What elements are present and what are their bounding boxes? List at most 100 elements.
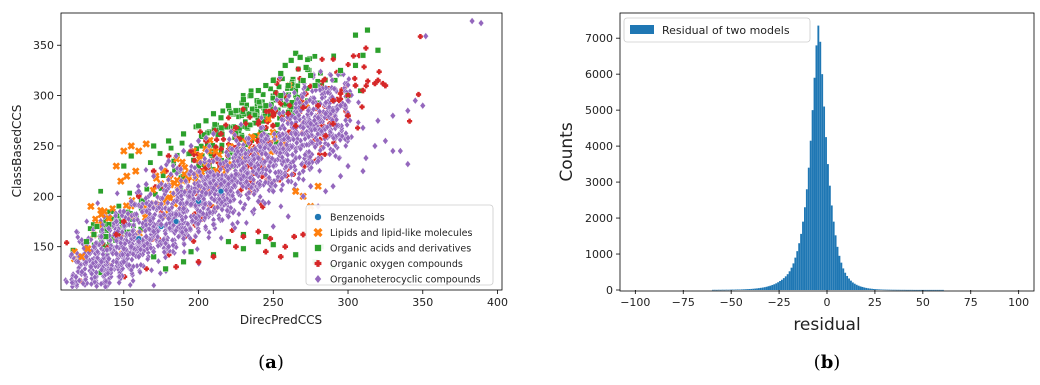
scatter-point xyxy=(336,154,342,162)
scatter-point xyxy=(256,180,263,188)
scatter-point xyxy=(225,174,232,183)
scatter-point xyxy=(128,266,135,274)
scatter-point xyxy=(112,162,121,170)
scatter-point xyxy=(291,233,298,240)
scatter-point xyxy=(146,202,153,210)
scatter-point xyxy=(300,176,307,184)
scatter-point xyxy=(257,143,264,151)
histogram-bar xyxy=(725,289,728,291)
scatter-point xyxy=(188,248,195,255)
scatter-point xyxy=(143,199,150,207)
histogram-bar xyxy=(892,289,895,291)
scatter-point xyxy=(75,258,81,266)
scatter-point xyxy=(262,233,269,240)
scatter-point xyxy=(233,136,240,145)
scatter-point xyxy=(86,249,92,257)
histogram-bar xyxy=(888,289,891,291)
scatter-point xyxy=(308,164,315,172)
histogram-bar xyxy=(936,289,939,291)
scatter-point xyxy=(211,121,218,128)
scatter-point xyxy=(159,194,166,202)
histogram-bar xyxy=(865,287,868,290)
histogram-y-tick-label: 4000 xyxy=(585,140,613,153)
scatter-point xyxy=(322,133,329,139)
scatter-point xyxy=(205,172,211,180)
scatter-point xyxy=(207,168,213,176)
scatter-point xyxy=(261,144,268,152)
histogram-bar xyxy=(880,289,883,290)
scatter-point xyxy=(80,279,86,288)
histogram-bar xyxy=(907,289,910,291)
histogram-y-tick-label: 2000 xyxy=(585,212,613,225)
scatter-point xyxy=(345,81,351,89)
scatter-point xyxy=(144,255,151,263)
scatter-chart: 150 200 250 300 350 400 150 200 250 300 350 Direc… xyxy=(10,12,508,327)
scatter-point xyxy=(251,190,257,198)
scatter-x-axis-label: DirecPredCCS xyxy=(240,313,322,327)
histogram-bar xyxy=(930,289,933,291)
scatter-point xyxy=(180,258,187,265)
scatter-point xyxy=(270,222,277,231)
scatter-point xyxy=(344,162,352,170)
scatter-point xyxy=(120,207,127,216)
histogram-bar xyxy=(742,289,745,290)
scatter-point xyxy=(319,94,325,102)
scatter-x-tick-label: 200 xyxy=(188,296,209,309)
scatter-point xyxy=(158,164,165,172)
scatter-point xyxy=(289,151,296,159)
histogram-bar xyxy=(828,185,831,290)
scatter-point xyxy=(120,244,127,253)
histogram-bar xyxy=(924,289,927,291)
scatter-point xyxy=(174,186,181,194)
scatter-point xyxy=(162,265,169,272)
histogram-legend-box xyxy=(623,17,811,43)
scatter-point xyxy=(128,197,135,206)
scatter-point xyxy=(326,150,333,158)
scatter-point xyxy=(73,228,80,236)
scatter-point xyxy=(342,101,349,109)
scatter-point xyxy=(330,147,337,155)
scatter-point xyxy=(315,157,322,165)
scatter-point xyxy=(188,142,195,150)
histogram-bar xyxy=(715,289,718,291)
scatter-point xyxy=(255,197,262,206)
histogram-bar xyxy=(775,283,778,290)
scatter-point xyxy=(195,227,202,236)
scatter-point xyxy=(305,107,312,115)
scatter-point xyxy=(422,32,429,40)
scatter-point xyxy=(113,231,120,238)
scatter-point xyxy=(269,154,276,163)
scatter-point xyxy=(247,174,253,182)
scatter-point xyxy=(158,200,165,208)
scatter-point xyxy=(195,258,202,265)
histogram-bar xyxy=(804,207,806,290)
histogram-bar xyxy=(942,289,944,291)
scatter-point xyxy=(157,269,164,277)
scatter-point xyxy=(288,143,295,151)
scatter-point xyxy=(64,240,70,246)
scatter-point xyxy=(150,142,157,149)
scatter-point xyxy=(322,139,329,147)
scatter-point xyxy=(262,82,269,89)
scatter-point xyxy=(251,205,258,214)
scatter-point xyxy=(314,130,321,138)
scatter-point xyxy=(72,273,80,281)
scatter-point xyxy=(325,88,331,97)
scatter-point xyxy=(263,248,269,255)
scatter-point xyxy=(210,184,217,193)
scatter-point xyxy=(362,154,370,162)
scatter-point xyxy=(332,142,339,150)
scatter-point xyxy=(63,278,70,286)
scatter-point xyxy=(359,52,366,59)
scatter-point xyxy=(163,187,170,195)
scatter-point xyxy=(116,203,122,209)
scatter-legend-marker xyxy=(314,274,322,284)
scatter-point xyxy=(233,125,239,131)
scatter-point xyxy=(283,141,290,149)
scatter-point xyxy=(219,206,225,214)
scatter-point xyxy=(250,176,257,184)
scatter-point xyxy=(319,56,325,62)
scatter-point xyxy=(214,203,221,211)
scatter-point xyxy=(197,129,203,135)
scatter-point xyxy=(124,251,131,259)
